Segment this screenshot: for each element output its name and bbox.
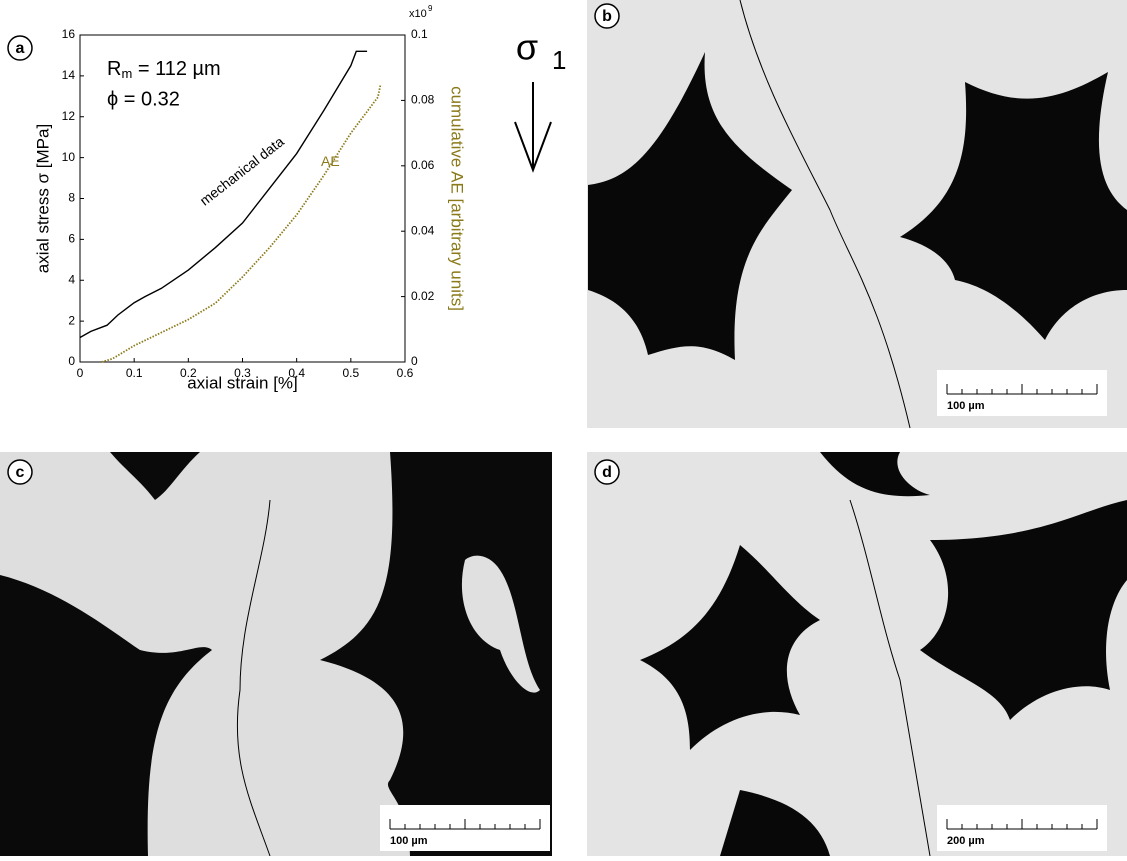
series-label: AE: [321, 153, 340, 169]
y-tick-label: 12: [62, 109, 76, 123]
y-tick-label: 4: [68, 272, 75, 286]
scale-bar-label: 200 µm: [947, 835, 985, 847]
radius-subscript: m: [121, 66, 132, 81]
series-line: [79, 50, 368, 339]
radius-symbol: R: [107, 58, 121, 80]
panel-label-circle: [7, 35, 33, 61]
x-tick-label: 0.4: [288, 366, 305, 380]
x-tick-label: 0.6: [397, 366, 414, 380]
porosity-annotation: ϕ = 0.32: [107, 88, 180, 110]
panel-label: a: [16, 40, 25, 57]
panel-label: b: [602, 8, 612, 25]
plot-frame: [79, 34, 406, 363]
scale-bar-label: 100 µm: [947, 400, 985, 412]
x-tick-label: 0.3: [234, 366, 251, 380]
micrograph-d: [587, 452, 1127, 857]
x-axis-label: axial strain [%]: [187, 373, 298, 392]
y2-tick-label: 0.04: [411, 223, 435, 237]
y-tick-label: 16: [62, 27, 76, 41]
micrograph-b: [587, 0, 1127, 429]
stress-symbol: σ: [516, 27, 538, 68]
panel-label-circle: [7, 459, 33, 485]
y2-tick-label: 0: [411, 354, 418, 368]
y-axis-label: axial stress σ [MPa]: [33, 124, 52, 273]
y-tick-label: 0: [68, 354, 75, 368]
radius-annotation: Rm = 112 µm: [107, 58, 221, 81]
panel-label: c: [16, 464, 25, 481]
stress-arrow: σ 1: [514, 27, 566, 173]
series-line: [101, 83, 382, 363]
series-label: mechanical data: [197, 133, 287, 209]
scale-bar-label: 100 µm: [390, 835, 428, 847]
arrow-head: [514, 121, 552, 173]
x-tick-label: 0.2: [180, 366, 197, 380]
y2-tick-label: 0.06: [411, 158, 435, 172]
panel-label: d: [602, 464, 612, 481]
y2-multiplier-base: x10: [409, 8, 427, 20]
stress-subscript: 1: [552, 45, 566, 75]
y-tick-label: 10: [62, 150, 76, 164]
panel-label-circle: [594, 3, 620, 29]
y2-multiplier-exponent: 9: [428, 4, 433, 13]
panel-overlays: a b 100 µm c 100 µm d 200 µm: [7, 3, 1107, 851]
chart-a: 0 0.1 0.2 0.3 0.4 0.5 0.6024681012141600.020.0…: [33, 4, 466, 392]
y-tick-label: 6: [68, 232, 75, 246]
y2-tick-label: 0.1: [411, 27, 428, 41]
y2-tick-label: 0.08: [411, 93, 435, 107]
y2-tick-label: 0.02: [411, 289, 435, 303]
y-tick-label: 14: [62, 68, 76, 82]
micrograph-c: [0, 452, 552, 857]
x-tick-label: 0.1: [126, 366, 143, 380]
y2-axis-label: cumulative AE [arbitrary units]: [448, 86, 467, 311]
radius-rest: = 112 µm: [132, 58, 220, 80]
x-tick-label: 0: [77, 366, 84, 380]
panel-label-circle: [594, 459, 620, 485]
x-tick-label: 0.5: [342, 366, 359, 380]
y-tick-label: 2: [68, 313, 75, 327]
y-tick-label: 8: [68, 191, 75, 205]
